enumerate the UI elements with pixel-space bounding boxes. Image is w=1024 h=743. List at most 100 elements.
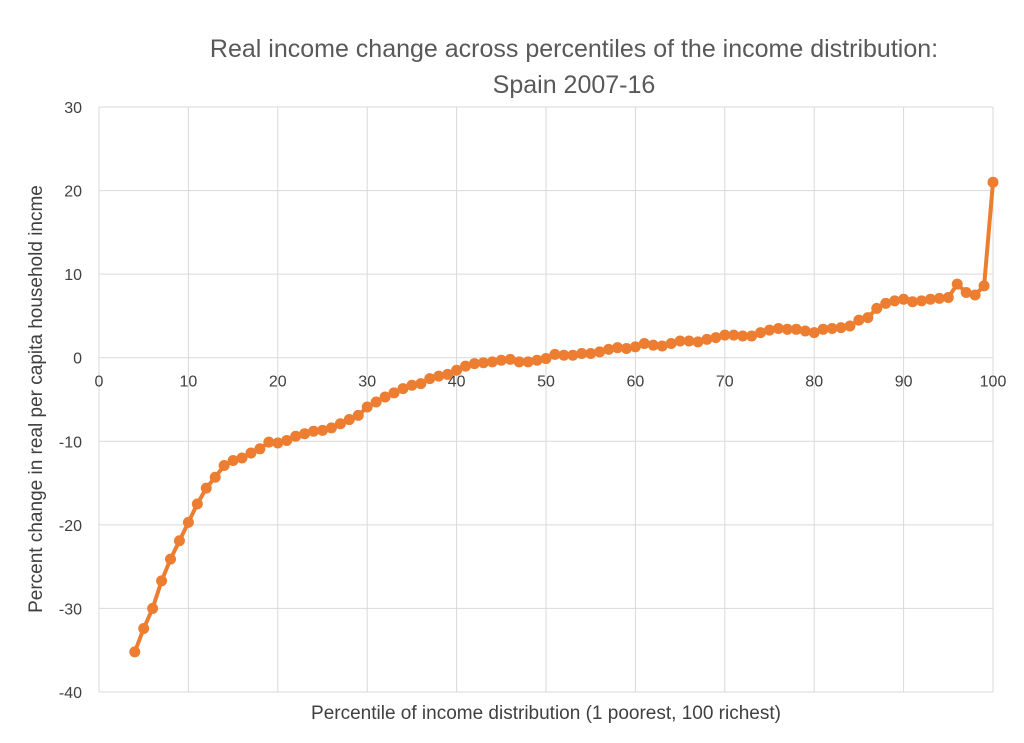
data-point [308,425,320,437]
data-point [629,341,641,353]
chart-title-line-1: Real income change across percentiles of… [210,35,938,63]
data-point [638,338,650,350]
x-axis-label: Percentile of income distribution (1 poo… [311,703,781,724]
y-tick-label: 10 [64,267,82,284]
data-point [460,360,472,372]
x-tick-label: 40 [448,374,466,391]
y-tick-label: 30 [64,100,82,117]
data-point [772,322,784,334]
x-tick-label: 10 [180,374,198,391]
data-point [835,322,847,334]
data-point [281,434,293,446]
x-tick-label: 50 [537,374,555,391]
y-tick-label: -40 [59,685,82,702]
x-tick-label: 90 [895,374,913,391]
data-point [486,356,498,368]
data-point [737,330,749,342]
data-point [290,430,302,442]
data-point [907,296,919,308]
data-point [808,327,820,339]
data-point [969,289,981,301]
series-points [129,176,999,658]
y-tick-label: -30 [59,601,82,618]
data-point [889,295,901,307]
data-point [620,343,632,355]
data-point [191,498,203,510]
data-point [415,378,427,390]
data-point [576,348,588,360]
data-point [764,324,775,336]
x-axis-tick-labels: 0 10 20 30 40 50 60 70 80 90 100 [95,374,1007,391]
data-point [960,287,972,299]
x-tick-label: 60 [627,374,645,391]
data-point [603,343,615,355]
data-point [477,357,489,369]
data-point [272,437,284,449]
data-point [495,354,507,366]
data-point [299,428,311,440]
data-point [352,409,364,421]
data-point [540,353,552,365]
x-tick-label: 100 [980,374,1007,391]
data-point [692,336,704,348]
chart-title-line-2: Spain 2007-16 [493,71,656,99]
data-point [379,391,391,403]
series-line-path [132,180,995,654]
data-point [942,292,954,304]
data-point [701,333,713,345]
data-point [254,443,266,455]
data-point [513,356,525,368]
y-axis-tick-labels: -40 -30 -20 -10 0 10 20 30 [59,100,82,702]
data-point [156,575,168,587]
series-line [132,180,995,654]
data-point [549,348,561,360]
data-point [656,340,668,352]
data-point [504,353,516,365]
data-point [951,278,963,290]
data-point [129,646,141,658]
data-point [406,379,418,391]
data-point [880,297,892,309]
data-point [263,436,275,448]
x-tick-label: 70 [716,374,734,391]
data-point [674,335,686,347]
y-axis-label: Percent change in real per capita househ… [26,185,47,613]
gridlines [98,106,994,693]
y-tick-label: -20 [59,518,82,535]
data-point [871,302,883,314]
data-point [710,332,722,344]
data-point [915,295,927,307]
data-point [451,364,463,376]
data-point [370,396,382,408]
data-point [987,176,999,188]
data-point [719,329,731,341]
data-point [647,339,659,351]
data-point [200,482,212,494]
data-point [558,349,570,361]
data-point [165,553,177,565]
data-point [522,356,534,368]
data-point [182,516,194,528]
y-tick-label: -10 [59,434,82,451]
data-point [612,342,624,354]
data-point [728,329,740,341]
x-tick-label: 20 [269,374,287,391]
y-tick-label: 0 [73,351,82,368]
data-point [468,358,480,370]
data-point [147,602,159,614]
data-point [933,292,945,304]
data-point [898,293,910,305]
data-point [227,455,239,467]
x-tick-label: 80 [805,374,823,391]
data-point [531,354,543,366]
data-point [343,414,355,426]
data-point [361,401,373,413]
data-point [209,471,221,483]
data-point [433,370,445,382]
data-point [173,535,185,547]
data-point [826,322,838,334]
data-point [683,335,695,347]
data-point [334,418,346,430]
data-point [862,312,874,324]
